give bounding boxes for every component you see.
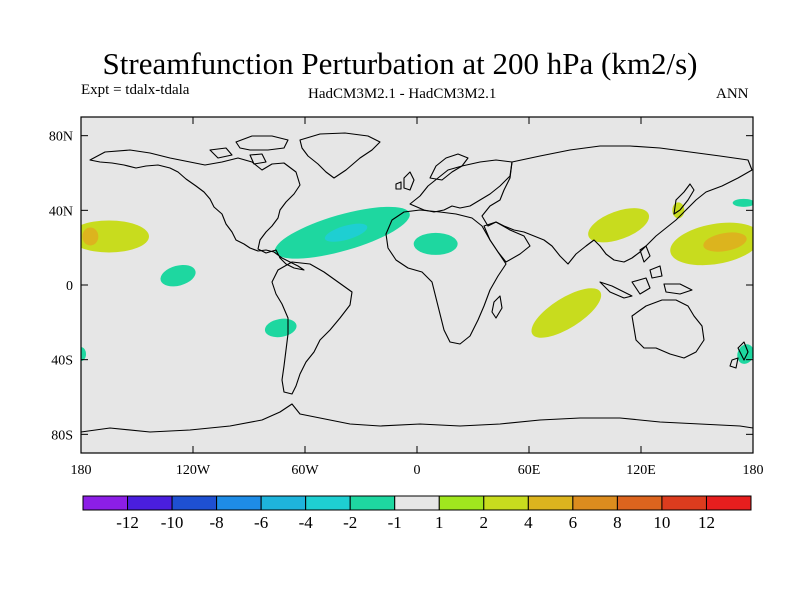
colorbar-label: 4 (524, 513, 533, 532)
coast-madagascar (491, 295, 503, 319)
colorbar-label: 10 (653, 513, 670, 532)
colorbar-swatch (305, 495, 351, 511)
coast-australia (631, 299, 705, 359)
colorbar-label: -12 (116, 513, 139, 532)
coast-south-america (271, 261, 353, 395)
coast-british-isles (395, 171, 415, 191)
experiment-label: Expt = tdalx-tdala (81, 82, 190, 98)
colorbar-swatch (438, 495, 485, 511)
coastlines (81, 132, 753, 433)
anomaly-east-china-positive (588, 208, 650, 243)
anomaly-northwest-pacific-negative (732, 198, 753, 207)
colorbar-label: -8 (210, 513, 224, 532)
colorbar-swatch (216, 495, 262, 511)
x-tick-label: 60W (291, 463, 319, 478)
colorbar-label: 6 (569, 513, 578, 532)
coast-antarctica (81, 403, 753, 433)
x-tick-label: 0 (414, 463, 421, 478)
colorbar-label: -2 (343, 513, 357, 532)
colorbar-swatch (616, 495, 663, 511)
plot-title: Streamfunction Perturbation at 200 hPa (… (102, 46, 698, 81)
anomaly-indian-ocean-positive (531, 288, 602, 338)
x-tick-label: 180 (71, 463, 92, 478)
x-tick-label: 120E (626, 463, 656, 478)
colorbar-label: -1 (388, 513, 402, 532)
colorbar-swatch (527, 495, 574, 511)
x-tick-label: 60E (518, 463, 541, 478)
anomaly-core-west-pacific-positive (703, 232, 747, 252)
coast-africa (385, 209, 507, 345)
colorbar-swatch (572, 495, 618, 511)
colorbar-swatch (82, 495, 129, 511)
anomaly-central-pacific-negative (160, 264, 196, 287)
y-tick-label: 0 (66, 279, 73, 294)
colorbar-swatch (171, 495, 218, 511)
colorbar-label: 1 (435, 513, 444, 532)
anomaly-core-north-atlantic-negative (324, 223, 368, 242)
coast-new-zealand (729, 341, 749, 369)
anomaly-dateline-edge-negative (81, 347, 86, 362)
coast-arctic-islands (209, 135, 289, 165)
anomaly-east-pacific-positive (81, 220, 149, 253)
coast-europe (409, 159, 513, 213)
y-tick-label: 40S (51, 354, 73, 369)
anomaly-south-america-negative (264, 318, 297, 338)
colorbar-label: -4 (299, 513, 314, 532)
map-background (81, 117, 753, 453)
anomaly-north-africa-negative (413, 232, 458, 255)
colorbar-label: 12 (698, 513, 715, 532)
colorbar-swatch (705, 495, 752, 511)
y-tick-label: 80N (49, 130, 73, 145)
colorbar-swatch (483, 495, 529, 511)
coast-japan (673, 183, 695, 215)
x-tick-label: 120W (176, 463, 211, 478)
x-tick-label: 180 (743, 463, 764, 478)
anomaly-core-east-pacific-positive (82, 227, 99, 246)
coast-scandinavia (429, 153, 469, 181)
y-tick-label: 80S (51, 428, 73, 443)
colorbar-label: -6 (254, 513, 268, 532)
colorbar-swatch (394, 495, 440, 511)
anomaly-southwest-pacific-negative (737, 344, 753, 364)
colorbar-swatch (349, 495, 396, 511)
anomaly-layer (81, 198, 753, 364)
colorbar-swatch (127, 495, 173, 511)
colorbar-swatch (260, 495, 307, 511)
coast-greenland (299, 132, 381, 179)
colorbar-label: -10 (161, 513, 184, 532)
colorbar-swatch (661, 495, 707, 511)
colorbar-label: 2 (480, 513, 489, 532)
map-axes: 180 120W 60W 0 60E 120E 180 80N 40N 0 40S 80S (49, 116, 764, 478)
colorbar-label: 8 (613, 513, 622, 532)
colorbar: -12 -10 -8 -6 -4 -2 -1 1 2 4 6 8 10 12 (82, 495, 752, 532)
model-label: HadCM3M2.1 - HadCM3M2.1 (308, 86, 497, 102)
season-label: ANN (716, 86, 749, 102)
coast-maritime-continent (599, 245, 693, 299)
coast-arabia (483, 221, 531, 263)
y-tick-label: 40N (49, 204, 73, 219)
coast-north-america (89, 149, 305, 271)
